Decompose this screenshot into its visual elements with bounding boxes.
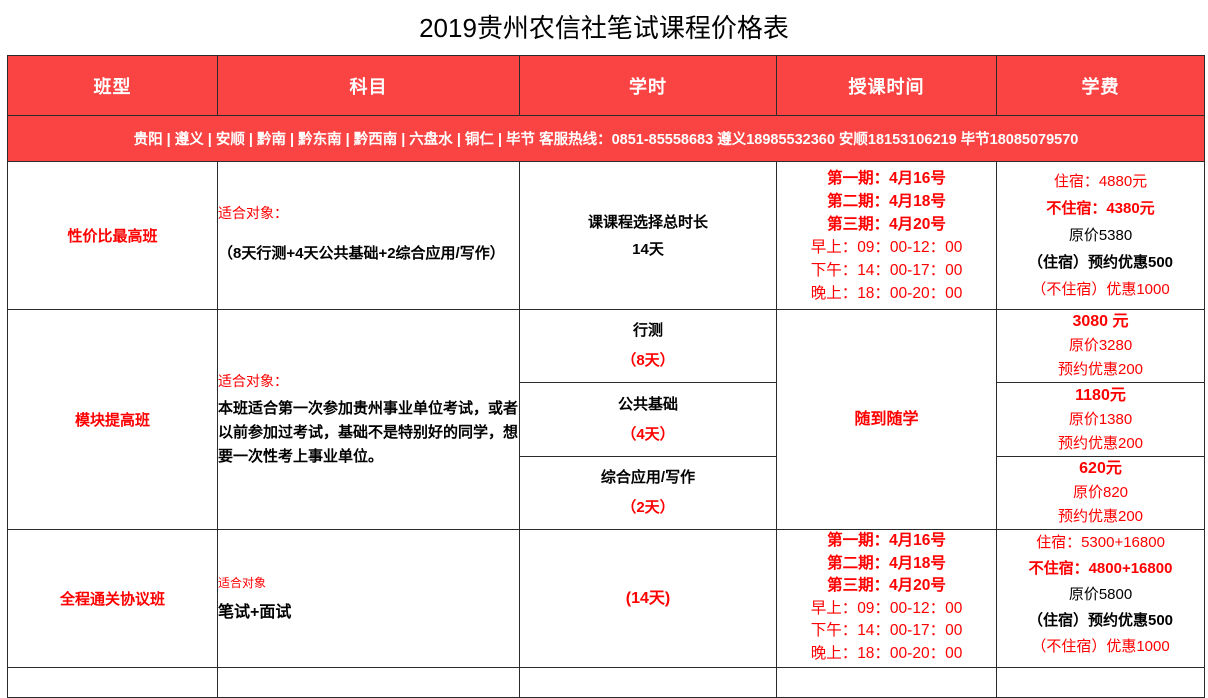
price-discount: 预约优惠200	[1057, 434, 1144, 452]
price-original: 原价1380	[1068, 410, 1133, 428]
class-type-cell: 全程通关协议班	[7, 529, 218, 668]
session-date: 第一期：4月16号	[827, 169, 946, 187]
table-row-full-protocol: 全程通关协议班 适合对象 笔试+面试 (14天) 第一期：4月16号 第二期：4…	[7, 529, 1205, 668]
table-row-module-class: 模块提高班 适合对象： 本班适合第一次参加贵州事业单位考试，或者以前参加过考试，…	[7, 309, 1205, 530]
module-days: （8天）	[621, 352, 675, 369]
module-hours-cell: 综合应用/写作 （2天）	[519, 456, 777, 530]
price-current: 620元	[1079, 460, 1122, 477]
price-discount: 预约优惠200	[1057, 361, 1144, 378]
class-type-label: 性价比最高班	[67, 228, 158, 245]
price-original: 原价3280	[1068, 337, 1133, 354]
col-header-subject: 科目	[217, 55, 520, 116]
session-date: 第三期：4月20号	[827, 215, 946, 233]
hours-line: 课课程选择总时长	[587, 213, 708, 231]
price-no-lodging-discount: （不住宿）优惠1000	[1031, 281, 1170, 298]
page-title: 2019贵州农信社笔试课程价格表	[419, 13, 789, 43]
module-tuition-cell: 3080 元 原价3280 预约优惠200	[996, 309, 1205, 383]
service-hotline-banner: 贵阳 | 遵义 | 安顺 | 黔南 | 黔东南 | 黔西南 | 六盘水 | 铜仁…	[7, 115, 1205, 162]
table-row-clipped	[7, 667, 1205, 698]
price-discount: 预约优惠200	[1057, 508, 1144, 525]
session-time: 晚上：18：00-20：00	[810, 284, 963, 302]
price-current: 1180元	[1075, 386, 1126, 404]
module-days: （4天）	[621, 425, 675, 443]
target-audience-label: 适合对象：	[218, 204, 289, 221]
empty-cell	[996, 667, 1205, 698]
session-date: 第二期：4月18号	[827, 554, 946, 572]
price-no-lodging: 不住宿：4380元	[1046, 200, 1155, 217]
session-time: 下午：14：00-17：00	[810, 622, 963, 639]
session-date: 第三期：4月20号	[827, 577, 946, 594]
hours-line: (14天)	[625, 590, 671, 607]
col-header-tuition: 学费	[996, 55, 1205, 116]
session-time: 晚上：18：00-20：00	[810, 644, 963, 662]
module-subject: 公共基础	[617, 395, 678, 413]
subject-cell: 适合对象： 本班适合第一次参加贵州事业单位考试，或者以前参加过考试，基础不是特别…	[217, 309, 520, 530]
schedule-cell: 第一期：4月16号 第二期：4月18号 第三期：4月20号 早上：09：00-1…	[776, 529, 997, 668]
price-no-lodging-discount: （不住宿）优惠1000	[1031, 638, 1170, 655]
module-subject: 行测	[632, 322, 663, 339]
session-time: 早上：09：00-12：00	[810, 599, 963, 617]
col-header-schedule: 授课时间	[776, 55, 997, 116]
module-days: （2天）	[621, 499, 675, 516]
price-current: 3080 元	[1072, 313, 1129, 330]
price-lodging-discount: （住宿）预约优惠500	[1027, 612, 1174, 629]
price-lodging: 住宿：4880元	[1053, 173, 1148, 190]
hours-line: 14天	[632, 240, 664, 258]
target-audience-label: 适合对象	[218, 576, 267, 590]
price-no-lodging: 不住宿：4800+16800	[1028, 560, 1173, 577]
schedule-cell: 随到随学	[776, 309, 997, 530]
target-audience-label: 适合对象：	[218, 372, 289, 389]
col-header-hours: 学时	[519, 55, 777, 116]
module-hours-cell: 公共基础 （4天）	[519, 382, 777, 457]
session-date: 第二期：4月18号	[827, 192, 946, 210]
tuition-cell: 住宿：5300+16800 不住宿：4800+16800 原价5800 （住宿）…	[996, 529, 1205, 668]
price-lodging: 住宿：5300+16800	[1036, 534, 1165, 551]
subject-cell: 适合对象 笔试+面试	[217, 529, 520, 668]
subject-text: 笔试+面试	[218, 604, 292, 621]
class-type-label: 模块提高班	[74, 412, 150, 429]
price-table: 班型 科目 学时 授课时间 学费 贵阳 | 遵义 | 安顺 | 黔南 | 黔东南…	[7, 55, 1205, 698]
session-date: 第一期：4月16号	[827, 532, 946, 549]
col-header-class-type: 班型	[7, 55, 218, 116]
price-original: 原价820	[1072, 484, 1129, 501]
table-row-module-class: 公共基础 （4天） 1180元 原价1380 预约优惠200	[8, 382, 1205, 457]
class-type-cell: 模块提高班	[7, 309, 218, 530]
schedule-cell: 第一期：4月16号 第二期：4月18号 第三期：4月20号 早上：09：00-1…	[776, 161, 997, 310]
hours-cell: 课课程选择总时长 14天	[519, 161, 777, 310]
session-time: 下午：14：00-17：00	[810, 261, 963, 279]
price-original: 原价5800	[1068, 586, 1133, 603]
class-type-label: 全程通关协议班	[59, 591, 165, 608]
empty-cell	[519, 667, 777, 698]
table-row-module-class: 综合应用/写作 （2天） 620元 原价820 预约优惠200	[8, 456, 1205, 530]
module-tuition-cell: 1180元 原价1380 预约优惠200	[996, 382, 1205, 457]
hours-cell: (14天)	[519, 529, 777, 668]
empty-cell	[217, 667, 520, 698]
price-original: 原价5380	[1068, 227, 1133, 244]
subject-cell: 适合对象： （8天行测+4天公共基础+2综合应用/写作）	[217, 161, 520, 310]
class-type-cell: 性价比最高班	[7, 161, 218, 310]
session-time: 早上：09：00-12：00	[810, 238, 963, 256]
anytime-label: 随到随学	[854, 411, 919, 428]
table-header-row: 班型 科目 学时 授课时间 学费	[7, 55, 1205, 116]
module-tuition-cell: 620元 原价820 预约优惠200	[996, 456, 1205, 530]
table-row-best-value: 性价比最高班 适合对象： （8天行测+4天公共基础+2综合应用/写作） 课课程选…	[7, 161, 1205, 310]
subject-text: 本班适合第一次参加贵州事业单位考试，或者以前参加过考试，基础不是特别好的同学，想…	[218, 399, 519, 465]
subject-text: （8天行测+4天公共基础+2综合应用/写作）	[218, 244, 505, 262]
module-subject: 综合应用/写作	[600, 469, 696, 486]
empty-cell	[7, 667, 218, 698]
price-lodging-discount: （住宿）预约优惠500	[1027, 254, 1174, 271]
empty-cell	[776, 667, 997, 698]
tuition-cell: 住宿：4880元 不住宿：4380元 原价5380 （住宿）预约优惠500 （不…	[996, 161, 1205, 310]
module-hours-cell: 行测 （8天）	[519, 309, 777, 383]
service-banner-row: 贵阳 | 遵义 | 安顺 | 黔南 | 黔东南 | 黔西南 | 六盘水 | 铜仁…	[7, 115, 1205, 162]
